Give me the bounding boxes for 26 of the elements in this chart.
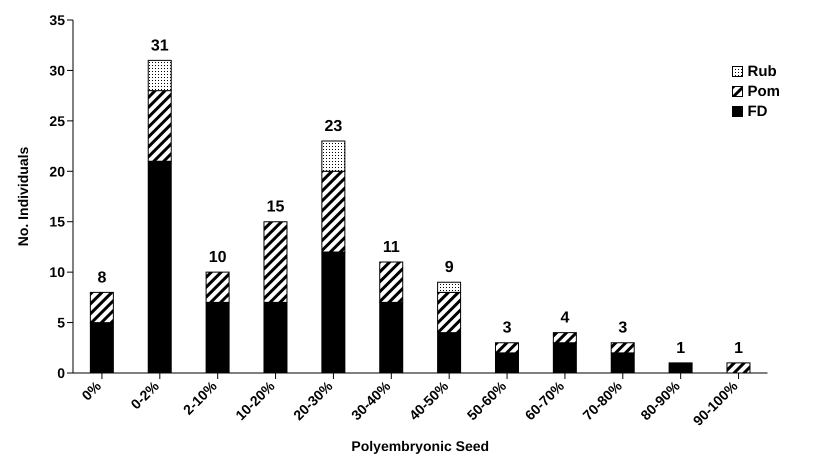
x-tick-label: 0% — [78, 377, 104, 404]
y-tick-label: 10 — [49, 264, 66, 280]
y-tick-label: 0 — [57, 364, 66, 381]
x-axis-title: Polyembryonic Seed — [351, 438, 490, 454]
y-tick-label: 5 — [57, 314, 66, 331]
legend-label: FD — [747, 103, 768, 120]
total-label: 31 — [150, 37, 169, 54]
y-tick-label: 20 — [49, 163, 66, 180]
total-label: 23 — [324, 118, 342, 136]
total-label: 10 — [208, 249, 227, 266]
y-tick-label: 35 — [49, 12, 66, 28]
total-label: 15 — [266, 198, 285, 216]
y-tick-label: 15 — [49, 214, 66, 230]
legend-label: Rub — [747, 63, 777, 80]
total-label: 11 — [382, 239, 400, 256]
total-label: 8 — [97, 269, 106, 286]
total-label: 4 — [560, 310, 570, 327]
total-label: 1 — [676, 340, 686, 357]
legend-label: Pom — [747, 83, 780, 100]
total-label: 9 — [444, 259, 454, 276]
total-label: 3 — [502, 320, 512, 337]
y-tick-label: 30 — [49, 62, 66, 78]
y-axis-title: No. Individuals — [14, 146, 31, 246]
y-tick-label: 25 — [49, 112, 66, 129]
total-label: 3 — [618, 320, 628, 337]
total-label: 1 — [734, 340, 744, 357]
